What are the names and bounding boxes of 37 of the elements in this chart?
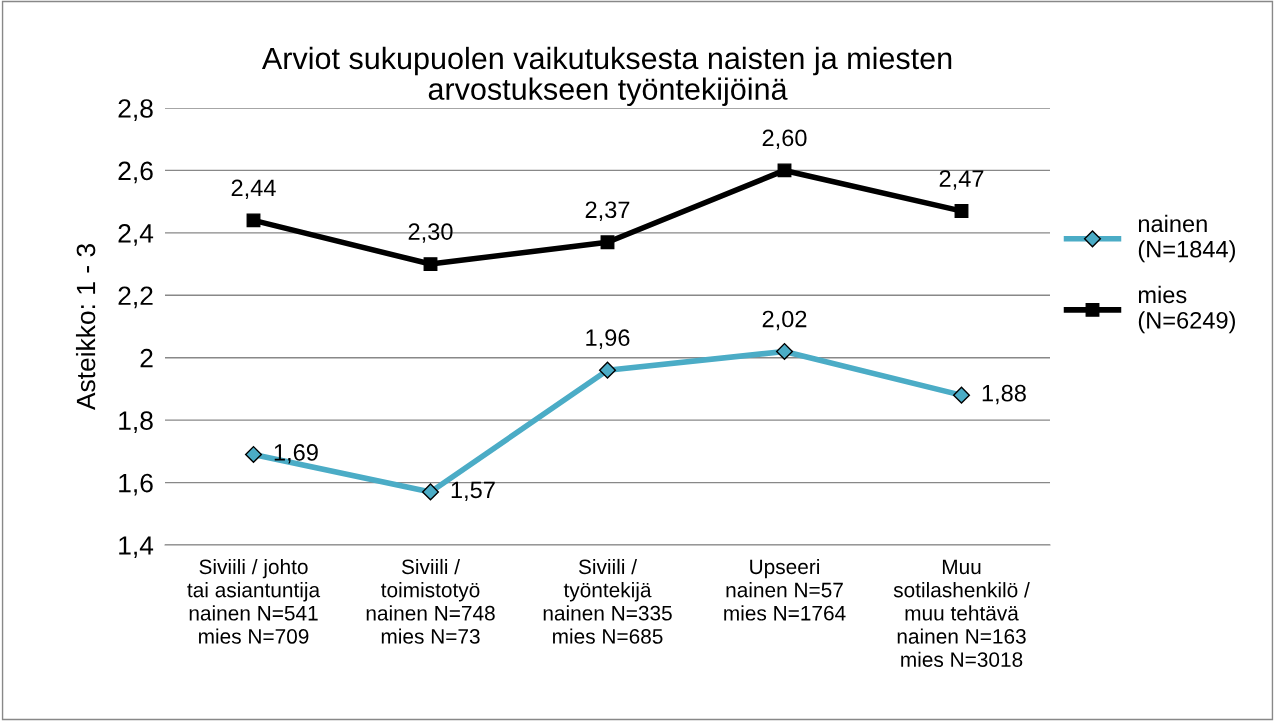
data-label: 2,37 <box>585 201 630 221</box>
data-label: 1,96 <box>586 329 630 349</box>
data-label: 2,47 <box>939 170 984 190</box>
y-tick-label: 2,4 <box>118 223 154 246</box>
legend-label: mies (N=6249) <box>1138 285 1235 334</box>
data-label: 1,57 <box>451 481 495 502</box>
y-tick-label: 1,6 <box>119 473 153 496</box>
y-tick-label: 2,2 <box>118 286 153 309</box>
y-tick-label: 1,4 <box>119 536 154 558</box>
point <box>775 342 794 361</box>
point <box>600 235 615 250</box>
y-tick-label: 1,8 <box>119 411 153 434</box>
point <box>244 445 263 464</box>
point <box>954 204 969 218</box>
x-tick-label: Siviili / johto tai asiantuntija nainen N=541 mies N=709 <box>187 558 321 644</box>
chart-title: Arviot sukupuolen vaikutuksesta naisten ja miesten arvostukseen työntekijöinä <box>261 46 952 107</box>
data-label: 1,88 <box>982 384 1026 405</box>
data-label: 1,69 <box>274 444 318 464</box>
data-label: 2,60 <box>762 129 807 150</box>
y-tick-label: 2 <box>140 348 153 368</box>
x-tick-label: Siviili / työntekijä nainen N=335 mies N=685 <box>543 558 672 644</box>
data-label: 2,44 <box>231 179 276 200</box>
point <box>777 163 792 178</box>
point <box>246 213 261 228</box>
point <box>598 361 617 379</box>
point <box>421 483 440 501</box>
point <box>952 386 971 404</box>
y-tick-label: 2,8 <box>118 99 153 121</box>
data-label: 2,02 <box>762 310 807 331</box>
data-label: 2,30 <box>408 223 453 243</box>
point <box>423 257 438 272</box>
y-tick-label: 2,6 <box>118 161 153 184</box>
x-tick-label: Muu sotilashenkilö / muu tehtävä nainen N=163 mies N=3018 <box>893 559 1030 667</box>
y-axis-title: Asteikko: 1 - 3 <box>75 244 96 411</box>
x-tick-label: Siviili / toimistotyö nainen N=748 mies N=73 <box>366 558 495 644</box>
legend-label: nainen (N=1844) <box>1138 214 1235 263</box>
x-tick-label: Upseeri nainen N=57 mies N=1764 <box>724 558 846 621</box>
